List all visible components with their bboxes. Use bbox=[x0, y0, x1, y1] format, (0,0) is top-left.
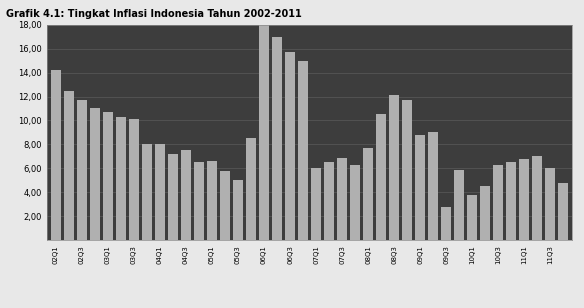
Bar bbox=[155, 144, 165, 240]
Text: Grafik 4.1: Tingkat Inflasi Indonesia Tahun 2002-2011: Grafik 4.1: Tingkat Inflasi Indonesia Ta… bbox=[6, 9, 301, 19]
Bar bbox=[220, 171, 230, 240]
Bar bbox=[337, 158, 347, 240]
Bar bbox=[272, 37, 282, 240]
Bar bbox=[259, 25, 269, 240]
Bar bbox=[181, 150, 191, 240]
Bar bbox=[389, 95, 399, 240]
Bar bbox=[415, 135, 425, 240]
Bar bbox=[129, 119, 139, 240]
Bar bbox=[311, 168, 321, 240]
Bar bbox=[480, 186, 490, 240]
Bar bbox=[402, 100, 412, 240]
Bar bbox=[77, 100, 87, 240]
Bar bbox=[194, 162, 204, 240]
Bar bbox=[532, 156, 542, 240]
Bar bbox=[545, 168, 555, 240]
Bar bbox=[519, 159, 529, 240]
Bar bbox=[454, 170, 464, 240]
Bar bbox=[64, 91, 74, 240]
Bar bbox=[168, 154, 178, 240]
Bar bbox=[207, 161, 217, 240]
Bar bbox=[428, 132, 438, 240]
Bar bbox=[51, 70, 61, 240]
Bar bbox=[558, 183, 568, 240]
Bar bbox=[298, 61, 308, 240]
Bar bbox=[233, 180, 243, 240]
Bar bbox=[116, 117, 126, 240]
Bar bbox=[376, 115, 386, 240]
Bar bbox=[350, 165, 360, 240]
Bar bbox=[363, 148, 373, 240]
Bar bbox=[324, 162, 334, 240]
Bar bbox=[246, 138, 256, 240]
Bar bbox=[103, 112, 113, 240]
Bar bbox=[442, 207, 451, 240]
Bar bbox=[142, 144, 152, 240]
Bar bbox=[285, 52, 295, 240]
Bar bbox=[467, 195, 477, 240]
Bar bbox=[493, 165, 503, 240]
Bar bbox=[506, 162, 516, 240]
Bar bbox=[90, 108, 100, 240]
